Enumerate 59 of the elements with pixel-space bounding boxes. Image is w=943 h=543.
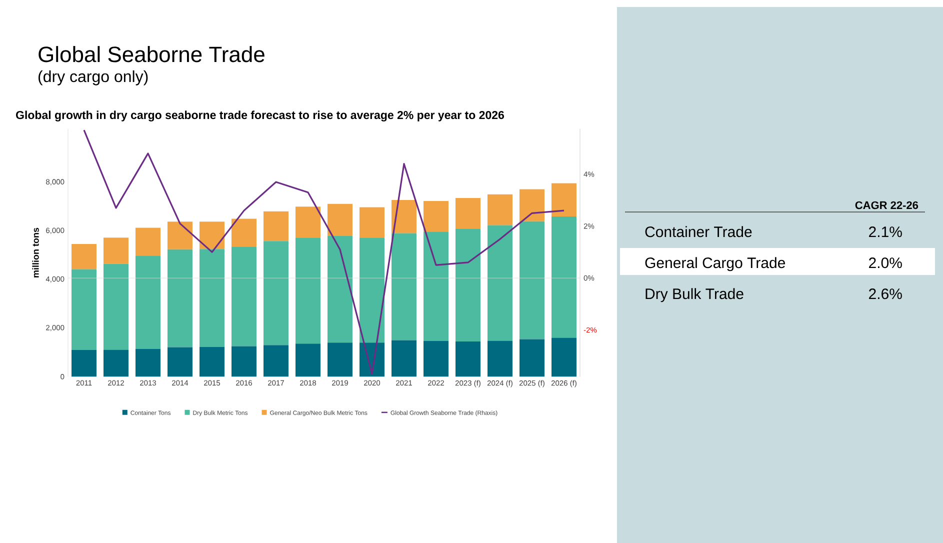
line-series: [83, 129, 565, 375]
bar: [552, 183, 576, 217]
bar: [296, 206, 321, 238]
bar: [200, 249, 225, 348]
bar: [72, 244, 97, 270]
chart-title: Global Seaborne Trade: [38, 46, 264, 62]
category-label: Container Trade: [645, 226, 752, 238]
bar: [104, 238, 129, 264]
bar: [520, 221, 545, 340]
bar: [360, 238, 385, 343]
text: CAGR 22-26: [855, 201, 918, 210]
bar: [424, 340, 449, 377]
bar: [296, 238, 321, 344]
bar: [136, 348, 161, 377]
text: Global growth in dry cargo seaborne trade forecast to rise to average 2% per year to 2026: [16, 110, 504, 122]
bar: [232, 346, 257, 377]
bar: [200, 347, 225, 377]
text: 2.1%: [869, 226, 902, 238]
bar: [552, 338, 576, 377]
category-label: Dry Bulk Trade: [646, 288, 744, 302]
bar: [424, 232, 449, 341]
bar: [328, 236, 353, 343]
bar: [136, 228, 161, 256]
bar: [72, 269, 97, 350]
bar: [520, 339, 545, 377]
y-axis-title: million tons: [32, 228, 39, 278]
bar: [456, 341, 481, 377]
bar: [168, 222, 193, 250]
bar: [200, 222, 225, 250]
bar: [328, 342, 353, 377]
bar: [232, 218, 257, 247]
text: 2.6%: [869, 288, 902, 300]
bar: [296, 344, 321, 377]
bar: [168, 249, 193, 348]
bar: [264, 345, 289, 377]
bar: [136, 256, 161, 349]
bar: [424, 200, 449, 232]
bar: [360, 207, 385, 238]
bar: [552, 216, 576, 338]
bar: [104, 264, 129, 350]
chart-subtitle: (dry cargo only): [38, 70, 148, 86]
bar: [232, 246, 257, 346]
bar: [264, 241, 289, 346]
bar: [72, 350, 97, 377]
bar: [328, 204, 353, 236]
bar: [456, 198, 481, 229]
category-label: General Cargo Trade: [645, 257, 786, 272]
bar: [456, 228, 481, 342]
bar: [392, 200, 417, 234]
bar: [392, 340, 417, 377]
bar: [488, 194, 512, 226]
text: 2.0%: [869, 258, 902, 268]
bar: [104, 350, 129, 377]
bar: [488, 340, 512, 377]
bar: [168, 347, 193, 377]
bar: [392, 233, 417, 340]
bar: [520, 189, 545, 222]
bar: [264, 211, 289, 242]
bar: [488, 225, 512, 341]
